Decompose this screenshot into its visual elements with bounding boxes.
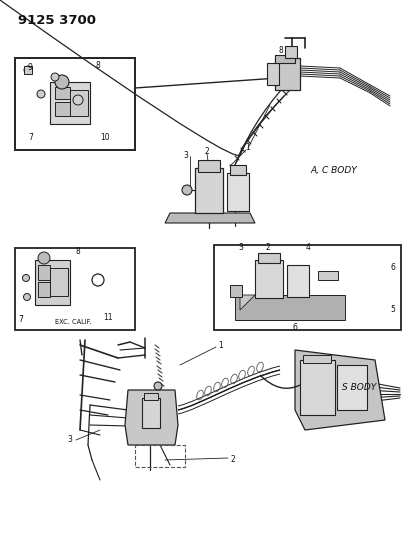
Bar	[50, 268, 68, 296]
Bar	[227, 173, 249, 211]
Text: 6: 6	[390, 263, 395, 272]
Circle shape	[182, 185, 192, 195]
Bar	[35, 260, 70, 305]
Text: 3: 3	[67, 435, 72, 445]
Bar	[255, 260, 283, 298]
Text: 8: 8	[278, 46, 283, 55]
Text: 4: 4	[305, 244, 310, 253]
Bar	[195, 168, 223, 213]
Circle shape	[38, 252, 50, 264]
Text: S BODY: S BODY	[342, 384, 376, 392]
Bar	[303, 355, 331, 363]
Bar	[214, 245, 401, 330]
Text: 10: 10	[100, 133, 110, 142]
Text: 8: 8	[76, 247, 81, 256]
Bar	[135, 445, 185, 467]
Circle shape	[73, 95, 83, 105]
Bar	[38, 265, 50, 280]
Text: 9125 3700: 9125 3700	[18, 14, 96, 27]
Bar	[285, 46, 297, 58]
Bar	[142, 398, 160, 428]
Circle shape	[23, 294, 30, 301]
Text: EXC. CALIF.: EXC. CALIF.	[55, 319, 91, 325]
Text: A, C BODY: A, C BODY	[310, 166, 357, 174]
Text: 5: 5	[390, 305, 395, 314]
Text: 9: 9	[27, 63, 32, 72]
Circle shape	[51, 73, 59, 81]
Circle shape	[55, 75, 69, 89]
Bar	[198, 160, 220, 172]
Bar	[55, 87, 70, 99]
Bar	[267, 63, 279, 85]
Bar	[38, 282, 50, 297]
Text: 2: 2	[205, 148, 209, 157]
Bar	[15, 248, 135, 330]
Text: 3: 3	[183, 150, 188, 159]
Text: 6: 6	[293, 324, 298, 333]
Polygon shape	[125, 390, 178, 445]
Bar	[235, 295, 345, 320]
Bar	[230, 165, 246, 175]
Text: 11: 11	[103, 313, 113, 322]
Text: 2: 2	[230, 456, 235, 464]
Bar	[55, 102, 70, 116]
Text: 1: 1	[218, 341, 223, 350]
Text: 7: 7	[18, 316, 23, 325]
Bar	[70, 90, 88, 116]
Bar	[50, 82, 90, 124]
Circle shape	[154, 382, 162, 390]
Bar	[337, 365, 367, 410]
Circle shape	[23, 274, 30, 281]
Bar	[275, 55, 295, 63]
Bar	[300, 360, 335, 415]
Bar	[230, 285, 242, 297]
Polygon shape	[240, 295, 255, 310]
Bar	[15, 58, 135, 150]
Text: 3: 3	[238, 244, 243, 253]
Text: 8: 8	[96, 61, 100, 69]
Bar	[318, 271, 338, 280]
Bar	[258, 253, 280, 263]
Bar	[287, 265, 309, 297]
Polygon shape	[165, 213, 255, 223]
Text: 7: 7	[28, 133, 33, 142]
Circle shape	[24, 66, 32, 74]
Polygon shape	[295, 350, 385, 430]
Circle shape	[37, 90, 45, 98]
Bar	[275, 58, 300, 90]
Bar	[24, 66, 32, 74]
Text: 1: 1	[246, 143, 250, 152]
Bar	[144, 393, 158, 400]
Text: 2: 2	[266, 244, 270, 253]
